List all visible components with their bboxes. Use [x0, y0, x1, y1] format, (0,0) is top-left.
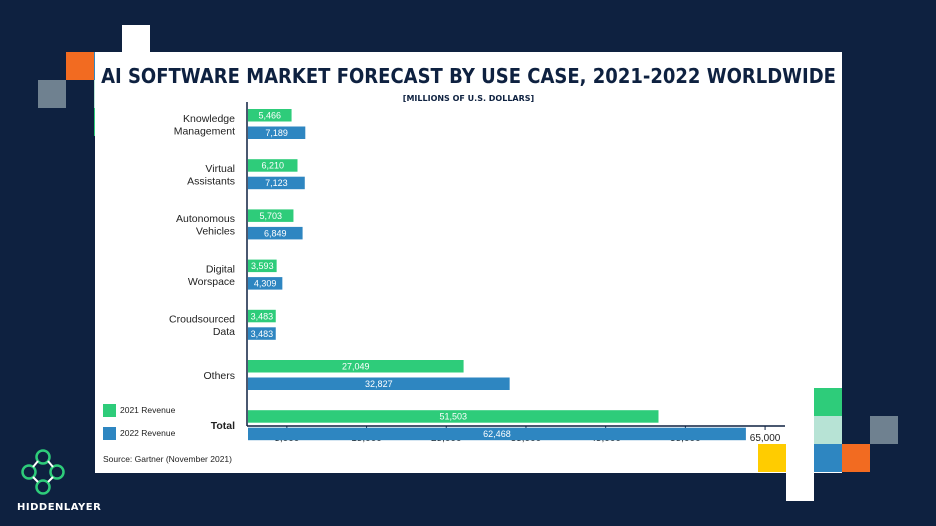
decor-square-mint-bottom: [814, 416, 842, 444]
legend-swatch-2022: [103, 427, 116, 440]
decor-square-gray-bottom: [870, 416, 898, 444]
legend-label-2021: 2021 Revenue: [120, 404, 176, 415]
bar-value-label: 4,309: [254, 279, 277, 289]
category-label: Others: [203, 370, 235, 382]
bar-chart: 5,00015,00025,00035,00045,00055,00065,00…: [169, 102, 785, 444]
logo-text: HIDDENLAYER: [17, 502, 102, 513]
decor-square-green-bottom: [814, 388, 842, 416]
category-label: Data: [213, 326, 235, 338]
chart-panel: AI SOFTWARE MARKET FORECAST BY USE CASE,…: [95, 52, 842, 473]
legend-label-2022: 2022 Revenue: [120, 427, 176, 438]
bar: [248, 159, 298, 172]
decor-square-yellow-bottom: [758, 444, 786, 472]
bar-value-label: 7,189: [265, 128, 288, 138]
bar: [248, 176, 305, 190]
category-label: Croudsourced: [169, 314, 235, 326]
category-label: Virtual: [205, 163, 235, 175]
bar-value-label: 5,703: [259, 211, 282, 221]
category-label: Autonomous: [176, 213, 235, 225]
category-label: Total: [211, 420, 235, 432]
category-label: Worspace: [188, 276, 235, 288]
source-note: Source: Gartner (November 2021): [103, 454, 232, 464]
category-label: Vehicles: [196, 226, 235, 238]
bar-value-label: 7,123: [265, 178, 288, 188]
category-label: Assistants: [187, 175, 235, 187]
x-tick-label: 65,000: [750, 433, 781, 444]
decor-square-orange-bottom: [842, 444, 870, 472]
decor-square-white-top: [122, 25, 150, 53]
decor-square-gray-top: [38, 80, 66, 108]
category-label: Knowledge: [183, 113, 235, 125]
bar-value-label: 3,483: [251, 329, 274, 339]
decor-square-white-bottom: [786, 388, 814, 501]
bar: [248, 360, 464, 373]
bar-value-label: 6,849: [264, 228, 287, 238]
chart-subtitle: [MILLIONS OF U.S. DOLLARS]: [402, 94, 535, 103]
bar: [248, 259, 277, 273]
bar: [248, 377, 510, 390]
bar: [248, 327, 276, 340]
decor-square-orange-top: [66, 52, 94, 80]
decor-square-blue-bottom: [814, 444, 842, 472]
bar: [248, 277, 283, 290]
bar-value-label: 32,827: [365, 379, 393, 389]
bar: [248, 410, 659, 423]
category-label: Management: [174, 125, 235, 137]
bar: [248, 109, 292, 122]
legend-swatch-2021: [103, 404, 116, 417]
bar-value-label: 3,483: [251, 311, 274, 321]
bar-value-label: 62,468: [483, 429, 511, 439]
bar-value-label: 3,593: [251, 261, 274, 271]
bar-value-label: 5,466: [259, 111, 282, 121]
hexagon-network-icon: [21, 449, 65, 495]
legend-item-2021: 2021 Revenue: [103, 404, 175, 417]
bar: [248, 309, 276, 323]
bar-value-label: 27,049: [342, 362, 370, 372]
chart-title: AI SOFTWARE MARKET FORECAST BY USE CASE,…: [101, 64, 836, 89]
bar-value-label: 51,503: [439, 412, 467, 422]
bar: [248, 209, 294, 222]
category-label: Digital: [206, 263, 235, 275]
legend-item-2022: 2022 Revenue: [103, 427, 175, 440]
bar: [248, 427, 746, 441]
bar-value-label: 6,210: [261, 161, 284, 171]
bar: [248, 226, 303, 240]
bar: [248, 126, 306, 139]
